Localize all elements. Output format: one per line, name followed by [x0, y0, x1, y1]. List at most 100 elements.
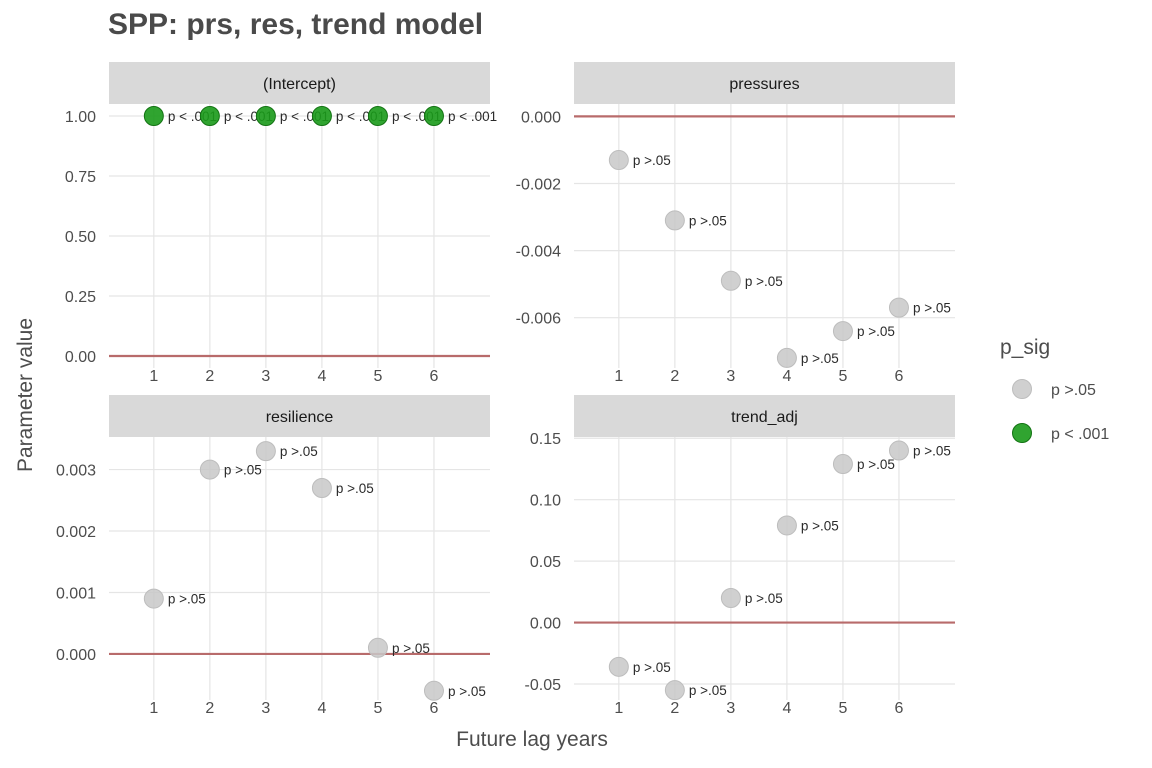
x-tick-label: 2 — [670, 700, 679, 717]
data-point — [720, 270, 741, 291]
x-tick-label: 3 — [261, 700, 270, 717]
y-tick-label: 0.75 — [65, 169, 96, 186]
x-tick-label: 6 — [895, 700, 904, 717]
data-point — [311, 106, 332, 126]
data-point — [423, 680, 444, 701]
data-point — [255, 106, 276, 126]
point-label: p >.05 — [745, 274, 783, 289]
point-label: p < .001 — [448, 109, 497, 124]
data-point — [199, 106, 220, 126]
y-tick-label: 0.001 — [56, 585, 96, 602]
x-tick-label: 4 — [317, 700, 326, 717]
data-point — [367, 106, 388, 126]
data-point — [255, 441, 276, 462]
point-label: p >.05 — [857, 324, 895, 339]
x-tick-label: 1 — [614, 368, 623, 385]
facet-strip — [109, 395, 490, 437]
data-point — [664, 210, 685, 231]
data-point — [888, 440, 909, 461]
x-tick-label: 2 — [205, 368, 214, 385]
point-label: p >.05 — [913, 444, 951, 459]
y-tick-label: -0.05 — [525, 677, 562, 694]
point-label: p >.05 — [801, 351, 839, 366]
y-tick-label: 1.00 — [65, 109, 96, 126]
y-tick-label: 0.000 — [521, 109, 561, 126]
data-point — [888, 297, 909, 318]
data-point — [367, 637, 388, 658]
x-tick-label: 6 — [430, 700, 439, 717]
legend-title: p_sig — [1000, 336, 1050, 359]
y-axis-label: Parameter value — [14, 318, 37, 472]
point-label: p >.05 — [689, 213, 727, 228]
data-point — [143, 106, 164, 126]
data-point — [832, 321, 853, 342]
y-tick-label: 0.00 — [530, 616, 561, 633]
legend-key — [1012, 423, 1032, 443]
data-point — [608, 150, 629, 171]
facet-strip — [574, 62, 955, 104]
panel-intercept: (Intercept) 0.00 0.25 0.50 0.75 1.00 1 2 3 4 5 6 p <… — [65, 62, 497, 385]
data-point — [832, 454, 853, 475]
facet-strip-label: (Intercept) — [263, 76, 336, 93]
data-point — [199, 459, 220, 480]
x-tick-label: 5 — [838, 368, 847, 385]
panel-pressures: pressures 0.000 -0.002 -0.004 -0.006 1 2 3 4 5 6 p … — [516, 62, 955, 385]
y-tick-label: -0.006 — [516, 311, 561, 328]
panels: (Intercept) 0.00 0.25 0.50 0.75 1.00 1 2 3 4 5 6 p <… — [56, 62, 955, 717]
y-tick-label: 0.000 — [56, 647, 96, 664]
point-label: p >.05 — [913, 301, 951, 316]
point-label: p >.05 — [857, 457, 895, 472]
point-label: p >.05 — [801, 518, 839, 533]
data-point — [776, 347, 797, 368]
x-tick-label: 1 — [149, 368, 158, 385]
facet-strip-label: resilience — [266, 409, 334, 426]
x-tick-label: 3 — [261, 368, 270, 385]
data-point — [311, 478, 332, 499]
x-tick-label: 2 — [205, 700, 214, 717]
chart-title: SPP: prs, res, trend model — [108, 8, 484, 41]
panel-resilience: resilience 0.000 0.001 0.002 0.003 1 2 3 4 5 6 p >.… — [56, 395, 490, 717]
x-tick-label: 3 — [726, 368, 735, 385]
facet-strip — [109, 62, 490, 104]
x-tick-label: 6 — [895, 368, 904, 385]
point-label: p >.05 — [168, 592, 206, 607]
y-tick-label: -0.002 — [516, 177, 561, 194]
y-tick-label: 0.50 — [65, 229, 96, 246]
facet-strip-label: pressures — [729, 76, 799, 93]
data-point — [664, 680, 685, 701]
x-tick-label: 4 — [782, 700, 791, 717]
x-axis-label: Future lag years — [456, 728, 608, 751]
y-tick-label: 0.25 — [65, 289, 96, 306]
data-point — [143, 588, 164, 609]
data-point — [776, 515, 797, 536]
x-tick-label: 5 — [838, 700, 847, 717]
x-tick-label: 2 — [670, 368, 679, 385]
legend-key — [1012, 379, 1032, 399]
x-tick-label: 5 — [373, 700, 382, 717]
x-tick-label: 1 — [614, 700, 623, 717]
point-label: p >.05 — [633, 660, 671, 675]
legend-label: p < .001 — [1051, 426, 1109, 443]
x-tick-label: 5 — [373, 368, 382, 385]
point-label: p >.05 — [689, 683, 727, 698]
facet-strip-label: trend_adj — [731, 409, 798, 426]
y-tick-label: 0.15 — [530, 431, 561, 448]
x-tick-label: 4 — [317, 368, 326, 385]
legend-label: p >.05 — [1051, 382, 1096, 399]
y-tick-label: 0.00 — [65, 349, 96, 366]
point-label: p >.05 — [392, 641, 430, 656]
data-point — [608, 656, 629, 677]
point-label: p >.05 — [336, 481, 374, 496]
x-tick-label: 4 — [782, 368, 791, 385]
panel-trend-adj: trend_adj -0.05 0.00 0.05 0.10 0.15 1 2 3 4 5 6 p >.… — [525, 395, 955, 717]
y-tick-label: 0.002 — [56, 524, 96, 541]
x-tick-label: 3 — [726, 700, 735, 717]
y-tick-label: -0.004 — [516, 244, 561, 261]
y-tick-label: 0.003 — [56, 463, 96, 480]
data-point — [423, 106, 444, 126]
point-label: p >.05 — [224, 463, 262, 478]
point-label: p >.05 — [633, 153, 671, 168]
x-tick-label: 1 — [149, 700, 158, 717]
